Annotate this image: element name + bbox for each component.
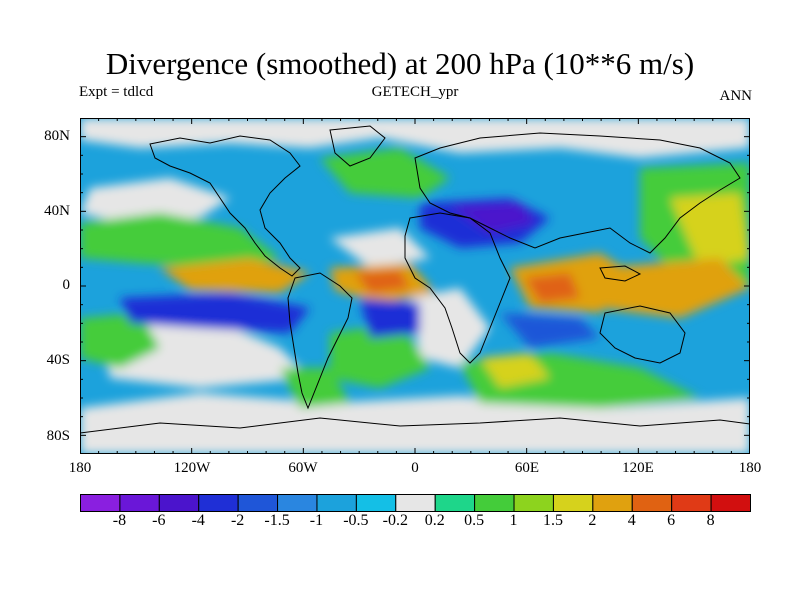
colorbar-box-2 — [158, 494, 200, 512]
positive-south-pacific-west — [80, 313, 160, 368]
colorbar-label-9: 0.5 — [464, 512, 485, 529]
colorbar-label-2: -4 — [191, 512, 205, 529]
colorbar-label-0: -8 — [112, 512, 127, 529]
convergence-south-atlantic — [360, 298, 420, 338]
colorbar — [80, 494, 751, 512]
lon-label-180e: 180 — [738, 460, 762, 476]
coast-africa — [404, 212, 511, 364]
colorbar-box-12 — [552, 494, 594, 512]
colorbar-label-5: -1 — [309, 512, 324, 529]
season-label: ANN — [719, 88, 753, 104]
lon-label-180w: 180 — [68, 460, 92, 476]
lon-label-60e: 60E — [514, 460, 540, 476]
coast-greenland — [329, 125, 386, 167]
positive-south-atlantic — [330, 323, 430, 388]
colorbar-label-3: -2 — [230, 512, 245, 529]
coast-europe-asia — [414, 132, 741, 254]
lat-label-eq: 0 — [62, 277, 71, 293]
lat-label-40N: 40N — [44, 203, 70, 219]
colorbar-box-16 — [710, 494, 751, 512]
colorbar-box-4 — [237, 494, 279, 512]
colorbar-box-14 — [631, 494, 673, 512]
colorbar-label-12: 2 — [588, 512, 597, 529]
coastlines — [80, 125, 750, 434]
lon-label-120w: 120W — [173, 460, 211, 476]
positive-north-asia — [320, 148, 450, 198]
lat-label-80N: 80N — [44, 128, 70, 144]
colorbar-label-4: -1.5 — [264, 512, 290, 529]
itcz-atlantic-core — [355, 270, 410, 293]
colorbar-box-5 — [277, 494, 318, 512]
neutral-north-pacific — [80, 178, 230, 223]
colorbar-label-7: -0.2 — [382, 512, 408, 529]
colorbar-box-0 — [80, 494, 121, 512]
colorbar-box-8 — [395, 494, 436, 512]
colorbar-box-3 — [198, 494, 239, 512]
convergence-indian — [500, 313, 600, 348]
lon-label-0: 0 — [411, 460, 419, 476]
lon-label-120e: 120E — [622, 460, 654, 476]
colorbar-label-13: 4 — [627, 512, 636, 529]
coast-south-america — [287, 272, 353, 410]
colorbar-box-9 — [434, 494, 476, 512]
positive-pacific-north — [80, 213, 280, 268]
colorbar-label-15: 8 — [706, 512, 715, 529]
colorbar-label-1: -6 — [152, 512, 166, 529]
colorbar-label-11: 1.5 — [542, 512, 563, 529]
experiment-label: Expt = tdlcd — [79, 84, 154, 100]
coast-australia — [599, 305, 686, 364]
neutral-north-band — [80, 118, 750, 158]
figure-title: Divergence (smoothed) at 200 hPa (10**6 … — [105, 46, 695, 81]
neutral-africa — [410, 288, 490, 368]
colorbar-label-8: 0.2 — [424, 512, 445, 529]
colorbar-box-6 — [316, 494, 357, 512]
colorbar-box-11 — [513, 494, 554, 512]
positive-nw-pacific-yellow — [670, 193, 750, 268]
neutral-south-band — [80, 393, 750, 454]
colorbar-label-14: 6 — [667, 512, 676, 529]
lon-label-60w: 60W — [288, 460, 318, 476]
dataset-label: GETECH_ypr — [371, 84, 459, 100]
colorbar-box-1 — [119, 494, 160, 512]
coast-indonesia — [599, 265, 642, 282]
colorbar-label-6: -0.5 — [343, 512, 369, 529]
convergence-asia-core — [450, 203, 535, 233]
coast-north-america — [149, 135, 301, 277]
colorbar-box-10 — [474, 494, 515, 512]
warm-pool-indian-core — [525, 273, 580, 303]
colorbar-label-10: 1 — [509, 512, 518, 529]
colorbar-box-15 — [671, 494, 712, 512]
lat-label-40S: 40S — [46, 352, 70, 368]
positive-south-pacific-east — [280, 368, 350, 408]
colorbar-box-13 — [592, 494, 633, 512]
lat-label-80S: 80S — [46, 428, 70, 444]
colorbar-box-7 — [355, 494, 397, 512]
positive-s-africa-yellow — [480, 353, 550, 388]
itcz-central-pacific — [160, 258, 310, 293]
coast-antarctica — [80, 417, 750, 434]
divergence-map — [80, 118, 750, 454]
convergence-east-pacific — [120, 293, 310, 333]
map-ticks — [80, 118, 750, 454]
